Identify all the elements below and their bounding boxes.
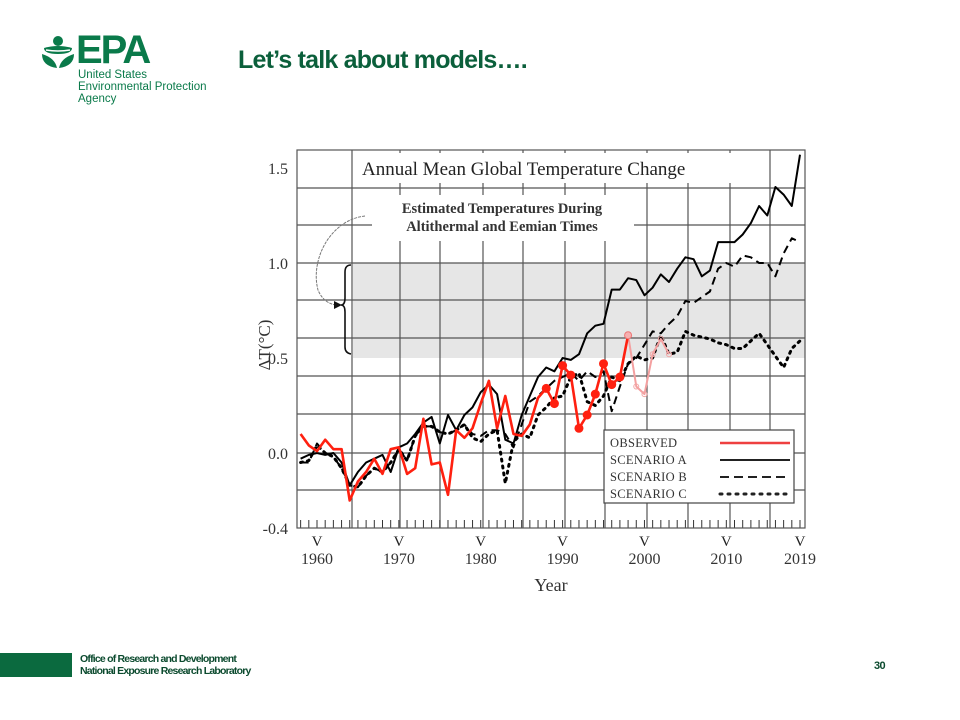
y-tick-label: 0.5 bbox=[268, 351, 288, 368]
x-tick-marker: V bbox=[475, 534, 486, 550]
series-line-observed bbox=[299, 334, 630, 502]
shaded-band bbox=[353, 263, 805, 358]
observed-data-point bbox=[615, 372, 625, 382]
observed-data-point bbox=[549, 399, 559, 409]
logo-wordmark: EPA bbox=[76, 28, 151, 72]
x-tick-marker: V bbox=[639, 534, 650, 550]
legend-label: SCENARIO B bbox=[610, 470, 687, 484]
x-tick-marker: V bbox=[721, 534, 732, 550]
arrowhead-icon bbox=[334, 301, 342, 309]
observed-data-point bbox=[582, 410, 592, 420]
x-tick-label: 1980 bbox=[465, 551, 497, 568]
observed-faded-point bbox=[641, 391, 648, 398]
x-tick-marker: V bbox=[557, 534, 568, 550]
footer-line: National Exposure Research Laboratory bbox=[80, 665, 251, 677]
chart-title: Annual Mean Global Temperature Change bbox=[362, 159, 685, 180]
observed-faded-point bbox=[657, 336, 664, 342]
band-label-line-1: Estimated Temperatures During bbox=[402, 201, 603, 217]
y-axis-label: ΔT(°C) bbox=[255, 320, 274, 371]
observed-data-point bbox=[541, 383, 551, 393]
footer-line: Office of Research and Development bbox=[80, 653, 237, 665]
logo-line: Environmental Protection bbox=[78, 81, 207, 93]
observed-data-point bbox=[624, 331, 633, 340]
x-tick-label: 1960 bbox=[301, 551, 333, 568]
x-tick-marker: V bbox=[312, 534, 323, 550]
logo-line: United States bbox=[78, 69, 148, 81]
epa-flower-icon bbox=[42, 36, 74, 68]
x-tick-label: 2019 bbox=[784, 551, 816, 568]
plot-frame bbox=[296, 149, 806, 529]
logo-line: Agency bbox=[78, 93, 117, 105]
logo-agency-name: United States Environmental Protection A… bbox=[78, 69, 206, 105]
x-tick-label: 1990 bbox=[547, 551, 579, 568]
band-label-line-2: Altithermal and Eemian Times bbox=[406, 219, 598, 235]
y-tick-label: 0.0 bbox=[268, 446, 288, 463]
observed-faded-point bbox=[649, 351, 656, 358]
band-label-background bbox=[372, 195, 634, 241]
series-line-scenario-a bbox=[300, 154, 801, 487]
series-line-scenario-b bbox=[300, 237, 801, 489]
legend-label: OBSERVED bbox=[610, 436, 677, 450]
observed-data-point bbox=[558, 361, 568, 371]
footer-accent-bar bbox=[0, 653, 72, 677]
slide-title: Let’s talk about models…. bbox=[238, 46, 528, 74]
x-axis-label: Year bbox=[534, 575, 567, 595]
observed-data-point bbox=[590, 389, 600, 399]
y-tick-label: -0.4 bbox=[263, 521, 288, 538]
x-tick-label: 2010 bbox=[710, 551, 742, 568]
chart-title-background bbox=[356, 153, 752, 183]
observed-faded-point bbox=[633, 383, 640, 390]
y-tick-label: 1.5 bbox=[268, 161, 288, 178]
band-brace bbox=[340, 264, 352, 355]
y-tick-label: 1.0 bbox=[268, 256, 288, 273]
observed-data-point bbox=[574, 423, 584, 433]
x-tick-label: 2000 bbox=[628, 551, 660, 568]
x-tick-marker: V bbox=[795, 534, 806, 550]
legend-label: SCENARIO A bbox=[610, 453, 687, 467]
x-tick-label: 1970 bbox=[383, 551, 415, 568]
legend-label: SCENARIO C bbox=[610, 487, 687, 501]
epa-logo: EPA United States Environmental Protecti… bbox=[40, 30, 230, 114]
footer-organization: Office of Research and Development Natio… bbox=[80, 653, 251, 677]
band-pointer-arrow bbox=[315, 215, 366, 306]
x-tick-marker: V bbox=[393, 534, 404, 550]
observed-data-point bbox=[607, 380, 617, 390]
observed-faded-point bbox=[666, 351, 673, 358]
page-number: 30 bbox=[874, 660, 886, 672]
observed-data-point bbox=[599, 359, 609, 369]
observed-data-point bbox=[566, 370, 576, 380]
